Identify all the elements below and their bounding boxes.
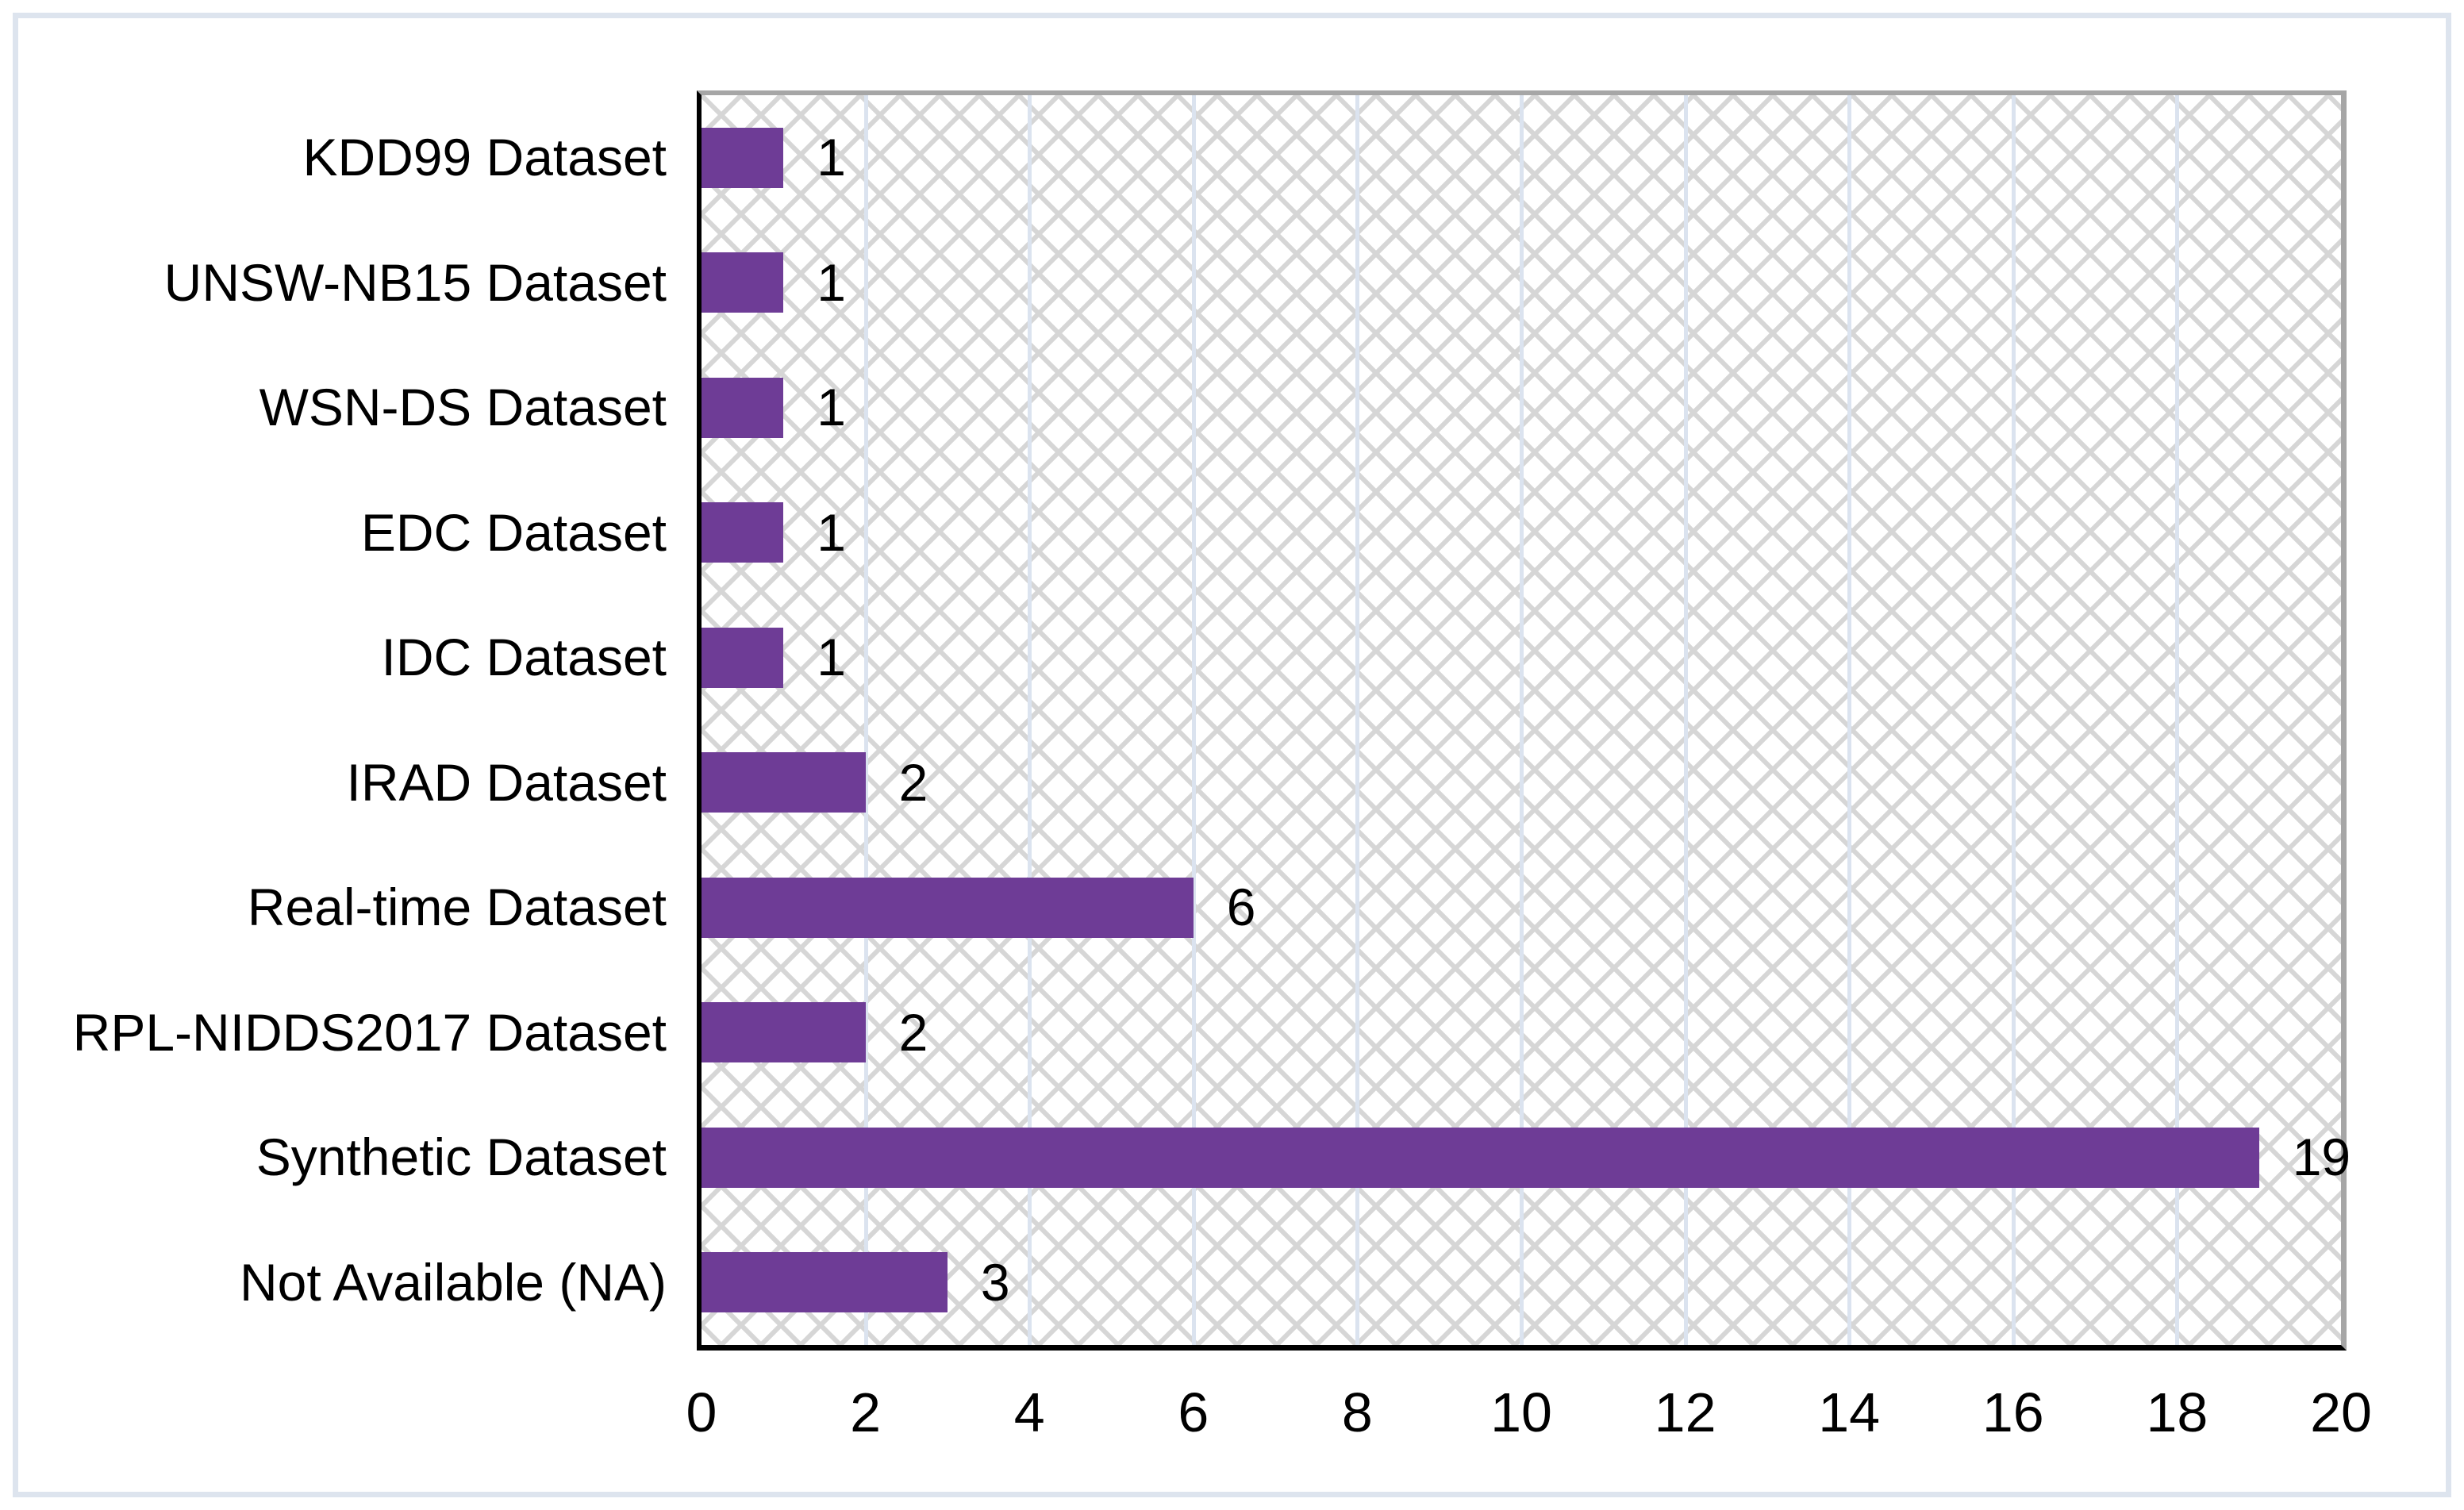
category-label: WSN-DS Dataset <box>259 378 667 436</box>
bar <box>702 502 784 563</box>
bar <box>702 877 1194 938</box>
bar <box>702 752 866 813</box>
x-tick-label: 14 <box>1818 1381 1881 1443</box>
bar-value-label: 2 <box>898 1002 928 1062</box>
bar-value-label: 1 <box>817 252 847 312</box>
x-tick-label: 20 <box>2310 1381 2372 1443</box>
gridline <box>2175 95 2180 1345</box>
bar <box>702 627 784 688</box>
category-label: IRAD Dataset <box>346 752 667 812</box>
x-tick-label: 2 <box>850 1381 882 1443</box>
gridline <box>863 95 868 1345</box>
bar-value-label: 1 <box>817 378 847 436</box>
plot-area: 1 1 1 1 1 2 6 2 19 3 <box>697 90 2351 1351</box>
category-label: Real-time Dataset <box>247 878 667 936</box>
bar-value-label: 6 <box>1226 878 1256 936</box>
x-tick-label: 4 <box>1013 1381 1045 1443</box>
gridline <box>2011 95 2016 1345</box>
bar-value-label: 1 <box>817 628 847 686</box>
category-label: Synthetic Dataset <box>256 1128 667 1186</box>
bar <box>702 377 784 438</box>
x-tick-label: 6 <box>1178 1381 1209 1443</box>
gridline <box>1191 95 1196 1345</box>
x-tick-label: 18 <box>2146 1381 2208 1443</box>
bar <box>702 1252 948 1313</box>
gridline <box>1847 95 1852 1345</box>
bar-value-label: 3 <box>980 1252 1010 1312</box>
bar-value-label: 1 <box>817 128 847 186</box>
bar-value-label: 2 <box>898 752 928 812</box>
bar-value-label: 19 <box>2292 1128 2351 1186</box>
category-label: RPL-NIDDS2017 Dataset <box>72 1002 667 1062</box>
bar <box>702 127 784 188</box>
category-label: Not Available (NA) <box>239 1252 667 1312</box>
x-tick-label: 12 <box>1654 1381 1716 1443</box>
category-label: IDC Dataset <box>381 628 667 686</box>
gridline <box>1683 95 1688 1345</box>
category-label: EDC Dataset <box>360 502 667 562</box>
x-tick-label: 8 <box>1341 1381 1373 1443</box>
x-tick-label: 0 <box>686 1381 717 1443</box>
gridline <box>1520 95 1524 1345</box>
bar <box>702 252 784 313</box>
gridline <box>1355 95 1360 1345</box>
category-label: KDD99 Dataset <box>302 128 667 186</box>
x-tick-label: 10 <box>1490 1381 1552 1443</box>
category-label: UNSW-NB15 Dataset <box>163 252 667 312</box>
x-tick-label: 16 <box>1982 1381 2044 1443</box>
bar <box>702 1002 866 1063</box>
bar-value-label: 1 <box>817 502 847 562</box>
bar <box>702 1127 2259 1188</box>
gridline <box>1028 95 1032 1345</box>
